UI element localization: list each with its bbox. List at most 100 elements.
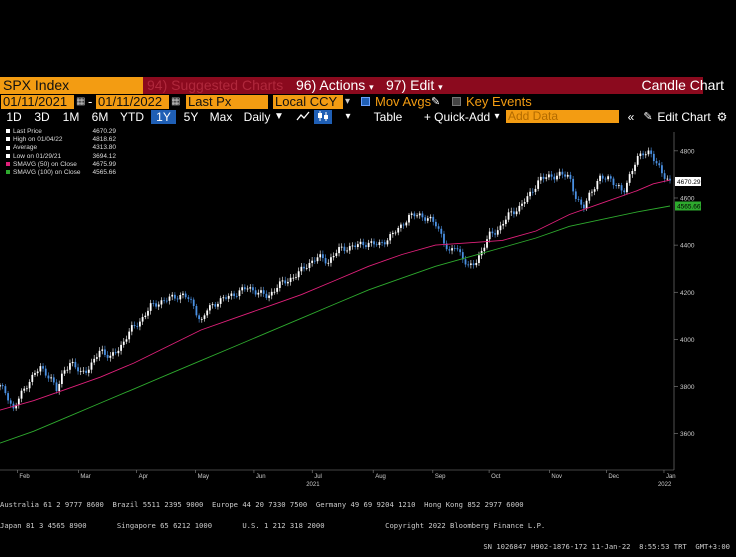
candle-body [268, 295, 270, 298]
legend-label: Low on 01/29/21 [13, 152, 62, 160]
edit-dropdown-icon: ▾ [438, 82, 443, 92]
candle-body [658, 163, 661, 166]
candle-body [499, 225, 502, 231]
pencil-icon[interactable]: ✎ [643, 111, 653, 123]
collapse-icon[interactable]: « [627, 110, 635, 124]
x-tick-label: Apr [139, 474, 148, 480]
candle-chart-icon[interactable] [314, 110, 332, 124]
end-date-field[interactable]: 01/11/2022 [96, 95, 169, 109]
actions-menu[interactable]: 96) Actions ▾ [296, 77, 374, 94]
edit-menu[interactable]: 97) Edit ▾ [386, 77, 443, 94]
period-1d[interactable]: 1D [6, 110, 22, 124]
calendar-icon[interactable]: ▦ [171, 96, 181, 107]
candle-body [639, 153, 642, 157]
quick-add-button[interactable]: + Quick-Add [423, 110, 491, 124]
candle-body [160, 300, 163, 305]
candle-body [623, 190, 626, 193]
candle-body [281, 280, 284, 282]
suggested-charts-menu[interactable]: 94) Suggested Charts [147, 77, 284, 93]
candle-body [330, 257, 332, 263]
candle-body [319, 254, 322, 258]
candle-body [566, 174, 569, 177]
candle-body [550, 174, 553, 177]
candle-body [52, 377, 55, 383]
candle-body [445, 243, 448, 250]
period-max[interactable]: Max [209, 110, 233, 124]
frequency-select[interactable]: Daily [243, 110, 271, 124]
candle-body [327, 262, 330, 264]
candle-body [426, 218, 429, 221]
candle-body [418, 213, 421, 216]
period-1m[interactable]: 1M [62, 110, 80, 124]
currency-select[interactable]: Local CCY [273, 95, 343, 109]
candle-body [572, 178, 575, 192]
mov-avgs-checkbox[interactable] [361, 97, 370, 106]
candle-body [125, 339, 128, 342]
gear-icon[interactable]: ⚙ [716, 110, 728, 124]
legend-label: SMAVG (50) on Close [13, 160, 77, 168]
period-1y[interactable]: 1Y [151, 110, 176, 124]
candle-body [591, 191, 593, 193]
last-price-tag [675, 176, 701, 186]
candle-body [617, 185, 620, 187]
legend-swatch [6, 162, 10, 167]
quick-add-dropdown-icon[interactable]: ▾ [494, 111, 500, 122]
candle-body [9, 400, 12, 404]
candle-body [149, 303, 152, 311]
candle-body [626, 182, 628, 193]
period-3d[interactable]: 3D [34, 110, 50, 124]
candle-body [529, 191, 531, 197]
candle-body [0, 385, 1, 387]
candle-body [652, 153, 655, 162]
period-6m[interactable]: 6M [91, 110, 109, 124]
period-5y[interactable]: 5Y [183, 110, 199, 124]
pencil-icon[interactable]: ✎ [431, 96, 441, 108]
price-chart[interactable]: 3600 3800 4000 4200 4400 4600 4800 Feb Mar Apr May… [0, 124, 736, 486]
edit-chart-button[interactable]: Edit Chart [657, 110, 711, 124]
candle-body [609, 176, 612, 179]
legend-value: 3694.12 [92, 152, 117, 160]
candle-body [443, 233, 445, 244]
candle-body [308, 262, 311, 268]
legend-swatch [6, 129, 10, 134]
candle-body [526, 196, 529, 203]
chart-style-dropdown-icon[interactable]: ▾ [345, 111, 351, 122]
frequency-dropdown-icon[interactable]: ▼ [274, 111, 284, 122]
candle-body [548, 174, 550, 178]
candle-body [262, 290, 265, 294]
line-chart-icon[interactable] [294, 110, 312, 124]
candle-body [397, 227, 400, 233]
legend-label: High on 01/04/22 [13, 136, 63, 144]
candle-body [491, 231, 494, 234]
start-date-field[interactable]: 01/11/2021 [1, 95, 74, 109]
price-field-select[interactable]: Last Px [186, 95, 268, 109]
candle-body [375, 244, 378, 246]
actions-label: 96) Actions [296, 77, 366, 93]
candle-body [34, 373, 36, 375]
ticker-field[interactable]: SPX Index [0, 77, 143, 94]
candle-body [313, 260, 316, 262]
period-ytd[interactable]: YTD [120, 110, 144, 124]
legend-row: Last Price 4670.29 [6, 128, 116, 136]
candle-body [63, 370, 66, 374]
candle-body [634, 164, 636, 171]
candle-body [303, 266, 305, 269]
calendar-icon[interactable]: ▦ [76, 96, 86, 107]
currency-dropdown-icon[interactable]: ▾ [345, 96, 351, 107]
candle-body [190, 298, 192, 300]
add-data-input[interactable]: Add Data [506, 110, 619, 123]
table-button[interactable]: Table [373, 110, 403, 124]
candle-body [496, 230, 499, 235]
candle-body [1, 385, 4, 387]
candle-body [531, 191, 534, 193]
candle-body [451, 248, 453, 251]
chart-legend: Last Price 4670.29 High on 01/04/22 4818.6… [6, 128, 116, 177]
candle-body [31, 374, 34, 382]
x-tick-label: Jan [666, 474, 676, 480]
candle-body [101, 349, 104, 351]
candle-body [601, 175, 604, 179]
candle-body [198, 315, 201, 320]
legend-row: High on 01/04/22 4818.62 [6, 136, 116, 144]
candle-body [346, 250, 349, 252]
key-events-checkbox[interactable] [452, 97, 461, 106]
